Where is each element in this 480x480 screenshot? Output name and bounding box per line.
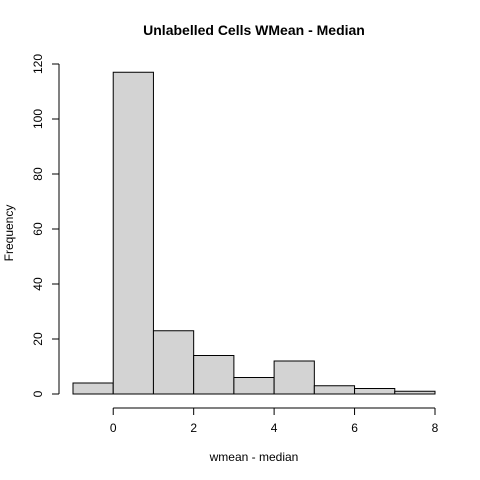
y-axis: 0 20 40 60 80 100 120 [31, 54, 60, 397]
chart-title: Unlabelled Cells WMean - Median [143, 22, 365, 38]
y-tick-label: 0 [31, 390, 45, 397]
x-tick-label: 2 [190, 421, 197, 435]
x-tick-label: 4 [271, 421, 278, 435]
y-tick-label: 80 [31, 167, 45, 181]
x-axis-label: wmean - median [209, 450, 299, 464]
histogram-bar [273, 360, 315, 395]
x-tick-label: 6 [351, 421, 358, 435]
x-axis: 0 2 4 6 8 [110, 407, 439, 435]
histogram-bar [193, 355, 235, 395]
histogram-bar [112, 71, 154, 395]
y-tick-label: 40 [31, 277, 45, 291]
x-tick-label: 0 [110, 421, 117, 435]
y-tick-label: 100 [31, 109, 45, 129]
y-tick-label: 120 [31, 54, 45, 74]
histogram-bars [72, 71, 436, 395]
histogram-bar [233, 377, 275, 395]
histogram-bar [313, 385, 356, 395]
y-axis-label: Frequency [2, 205, 16, 262]
histogram-bar [394, 390, 436, 395]
y-tick-label: 60 [31, 222, 45, 236]
x-tick-label: 8 [432, 421, 439, 435]
histogram-bar [152, 330, 195, 395]
histogram-bar [72, 382, 114, 395]
y-tick-label: 20 [31, 332, 45, 346]
histogram-bar [354, 388, 396, 395]
